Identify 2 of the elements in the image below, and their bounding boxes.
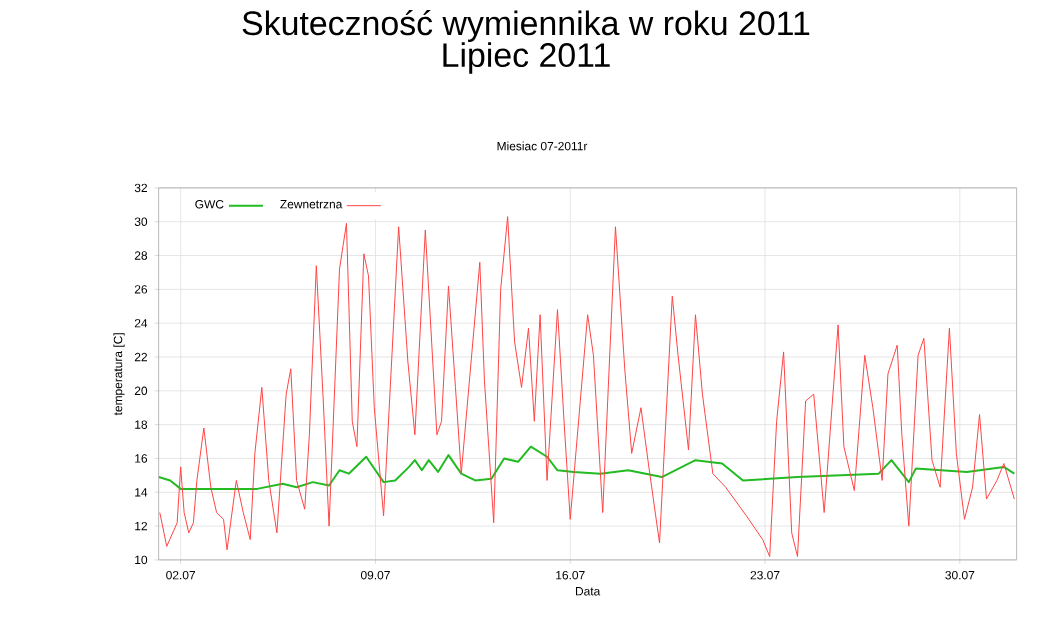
chart-subtitle: Lipiec 2011 xyxy=(443,42,610,74)
chart-title: Skuteczność wymiennika w roku 2011 xyxy=(242,10,810,42)
